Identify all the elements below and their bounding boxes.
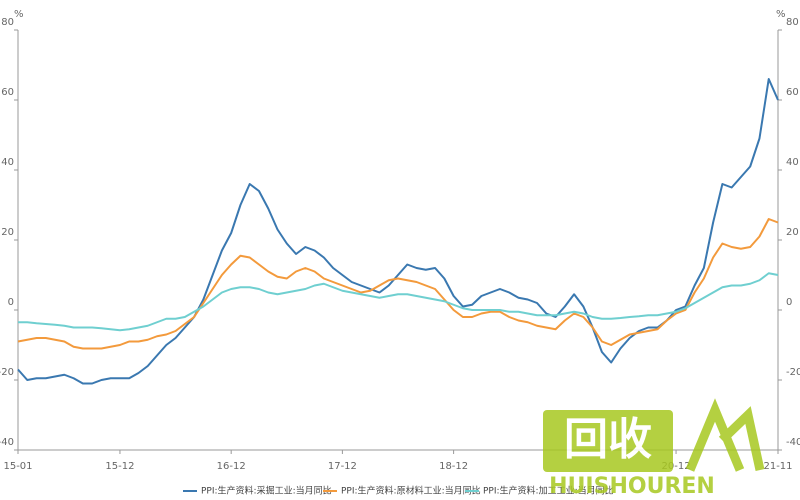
y-tick-label: 60 [1,87,14,98]
y2-tick-label: 20 [786,227,799,238]
watermark-brand: HUISHOUREN [549,474,715,499]
y-tick-label: 40 [1,157,14,168]
watermark-logo: 回收 [564,414,652,465]
watermark-figure [685,398,765,472]
y2-tick-label: 0 [786,297,792,308]
y-tick-label: 0 [8,297,14,308]
y-tick-label: -40 [0,437,14,448]
y2-tick-label: -40 [786,437,800,448]
x-tick-label: 16-12 [217,461,246,472]
series-line [18,272,779,332]
legend-label: PPI:生产资料:采掘工业:当月同比 [201,485,332,497]
y-tick-label: 20 [1,227,14,238]
x-tick-label: 20-12 [662,461,691,472]
y2-tick-label: 80 [786,17,799,28]
y2-unit: % [776,9,786,20]
x-tick-label: 18-12 [439,461,468,472]
legend-label: PPI:生产资料:加工工业:当月同比 [483,485,614,497]
x-tick-label: 15-12 [105,461,134,472]
series-line [17,218,779,350]
y2-tick-label: 60 [786,87,799,98]
series-line [17,78,779,385]
y-tick-label: -20 [0,367,14,378]
x-tick-label: 17-12 [328,461,357,472]
x-tick-label: 21-11 [763,461,792,472]
watermark: 回收 HUISHOUREN [543,398,765,499]
legend-label: PPI:生产资料:原材料工业:当月同比 [341,485,481,497]
y-tick-label: 80 [1,17,14,28]
y2-tick-label: 40 [786,157,799,168]
y-unit: % [14,9,24,20]
watermark-box [543,410,673,472]
x-tick-label: 15-01 [3,461,32,472]
y2-tick-label: -20 [786,367,800,378]
